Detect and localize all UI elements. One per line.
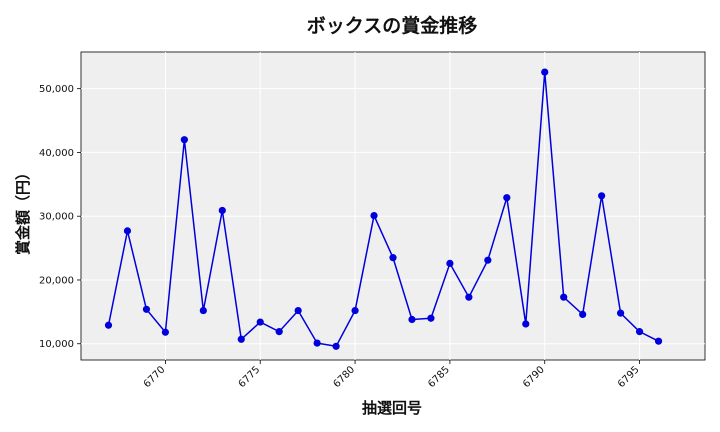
data-point: [180, 136, 188, 144]
data-point: [560, 293, 568, 301]
x-tick-label: 6795: [616, 364, 642, 390]
data-point: [275, 328, 283, 336]
data-point: [541, 68, 549, 76]
data-point: [427, 314, 435, 322]
data-point: [635, 328, 644, 336]
y-tick-label: 40,000: [39, 148, 74, 159]
data-point: [351, 306, 359, 315]
y-tick-label: 30,000: [39, 212, 74, 223]
data-point: [579, 310, 587, 319]
data-point: [503, 194, 511, 202]
data-point: [199, 306, 207, 315]
data-point: [446, 259, 454, 267]
plot-area: [80, 51, 706, 361]
y-tick-label: 20,000: [39, 275, 74, 286]
x-axis-label: 抽選回号: [362, 399, 422, 417]
y-axis-ticks: 10,000 20,000 30,000 40,000 50,000: [39, 84, 81, 350]
data-point: [616, 309, 625, 317]
chart-title: ボックスの賞金推移: [307, 14, 477, 37]
y-tick-label: 50,000: [39, 84, 74, 95]
x-tick-label: 6775: [237, 364, 263, 390]
data-point: [142, 305, 151, 313]
data-point: [237, 335, 245, 343]
data-point: [218, 206, 226, 215]
data-point: [389, 254, 397, 262]
data-point: [408, 315, 416, 324]
x-axis-ticks: 6770 6775 6780 6785 6790 6795: [142, 360, 642, 390]
data-point: [370, 211, 378, 220]
data-point: [123, 227, 132, 235]
x-tick-label: 6770: [142, 364, 168, 390]
series-line: [107, 72, 659, 348]
x-tick-label: 6780: [331, 364, 357, 390]
x-tick-label: 6790: [521, 364, 547, 390]
y-tick-label: 10,000: [39, 339, 74, 350]
grid-lines: [81, 52, 705, 360]
x-tick-label: 6785: [426, 364, 452, 390]
data-point: [484, 256, 492, 264]
data-point: [313, 339, 321, 347]
data-point: [294, 306, 302, 315]
data-point: [522, 320, 530, 328]
data-point: [104, 321, 113, 329]
data-point: [161, 328, 170, 336]
y-axis-label: 賞金額（円）: [14, 165, 32, 255]
data-point: [465, 293, 473, 301]
data-points: [104, 68, 663, 350]
data-point: [598, 192, 606, 200]
data-point: [332, 342, 340, 350]
data-point: [256, 318, 264, 326]
data-point: [654, 337, 663, 345]
